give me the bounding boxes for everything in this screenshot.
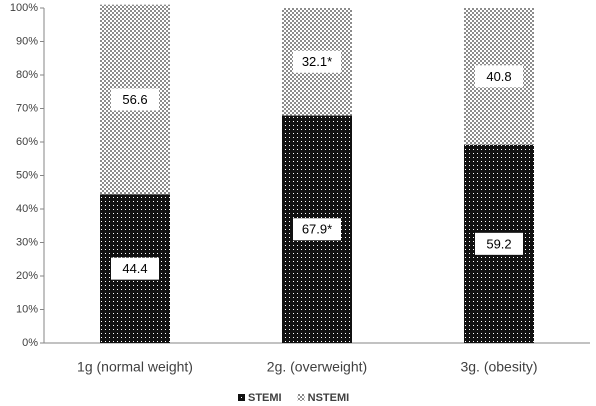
value-label: 32.1* bbox=[302, 54, 332, 69]
y-tick-label: 70% bbox=[16, 102, 38, 114]
y-tick-label: 10% bbox=[16, 303, 38, 315]
value-label: 40.8 bbox=[486, 69, 511, 84]
x-tick-label: 2g. (overweight) bbox=[267, 359, 367, 375]
y-tick-label: 60% bbox=[16, 136, 38, 148]
value-label: 67.9* bbox=[302, 222, 332, 237]
legend-label: NSTEMI bbox=[308, 392, 350, 404]
x-tick-label: 1g (normal weight) bbox=[77, 359, 193, 375]
value-label-box bbox=[293, 50, 341, 73]
value-label-box bbox=[475, 65, 523, 88]
y-tick-label: 100% bbox=[10, 2, 38, 14]
value-label-box bbox=[475, 232, 523, 255]
y-tick-label: 0% bbox=[22, 337, 38, 349]
value-label: 44.4 bbox=[122, 261, 147, 276]
y-tick-label: 40% bbox=[16, 203, 38, 215]
x-tick-label: 3g. (obesity) bbox=[460, 359, 537, 375]
value-label-box bbox=[111, 257, 159, 280]
y-tick-label: 30% bbox=[16, 236, 38, 248]
y-tick-label: 20% bbox=[16, 270, 38, 282]
value-label: 56.6 bbox=[122, 92, 147, 107]
legend-swatch bbox=[297, 394, 305, 401]
y-tick-label: 90% bbox=[16, 35, 38, 47]
legend-swatch bbox=[238, 394, 245, 401]
value-label-box bbox=[111, 88, 159, 111]
legend-label: STEMI bbox=[248, 392, 282, 404]
value-label-box bbox=[293, 218, 341, 241]
y-tick-label: 80% bbox=[16, 69, 38, 81]
value-label: 59.2 bbox=[486, 236, 511, 251]
y-tick-label: 50% bbox=[16, 169, 38, 181]
